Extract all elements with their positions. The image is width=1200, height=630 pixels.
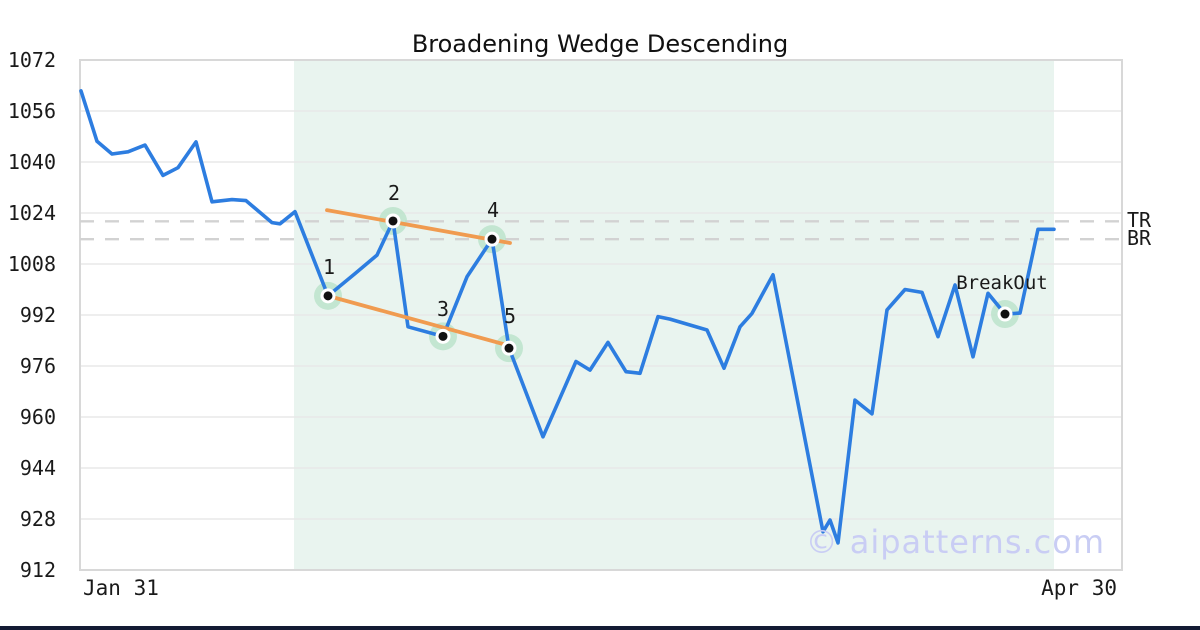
pattern-point-dot	[388, 216, 398, 226]
level-label-br: BR	[1127, 226, 1152, 250]
pattern-point-label: 5	[504, 304, 516, 328]
x-tick-label-start: Jan 31	[83, 576, 159, 600]
y-tick-label: 1024	[7, 201, 56, 225]
pattern-point-label: 3	[437, 297, 449, 321]
pattern-point-label: 1	[323, 255, 335, 279]
y-tick-label: 1040	[7, 150, 56, 174]
plot-border	[79, 59, 1123, 571]
trendline-upper-resistance	[325, 208, 512, 245]
y-tick-label: 960	[19, 405, 56, 429]
pattern-point-dot	[438, 331, 448, 341]
y-tick-label: 1008	[7, 252, 56, 276]
y-tick-label: 912	[19, 558, 56, 582]
y-tick-label: 1072	[7, 48, 56, 72]
x-tick-label-end: Apr 30	[1041, 576, 1117, 600]
y-tick-label: 944	[19, 456, 56, 480]
y-tick-label: 976	[19, 354, 56, 378]
pattern-point-dot	[487, 234, 497, 244]
pattern-point-dot	[323, 291, 333, 301]
pattern-point-dot	[1000, 309, 1010, 319]
trendline-lower-support	[326, 293, 512, 348]
pattern-point-label: BreakOut	[956, 272, 1048, 294]
y-tick-label: 1056	[7, 99, 56, 123]
y-tick-label: 992	[19, 303, 56, 327]
pattern-point-label: 2	[388, 181, 400, 205]
pattern-point-label: 4	[487, 198, 499, 222]
pattern-point-dot	[504, 343, 514, 353]
watermark: © aipatterns.com	[805, 523, 1105, 561]
level-label-tr: TR	[1127, 208, 1152, 232]
chart-title: Broadening Wedge Descending	[411, 30, 789, 58]
bottom-bar	[0, 626, 1200, 630]
y-tick-label: 928	[19, 507, 56, 531]
price-line	[79, 89, 1056, 545]
